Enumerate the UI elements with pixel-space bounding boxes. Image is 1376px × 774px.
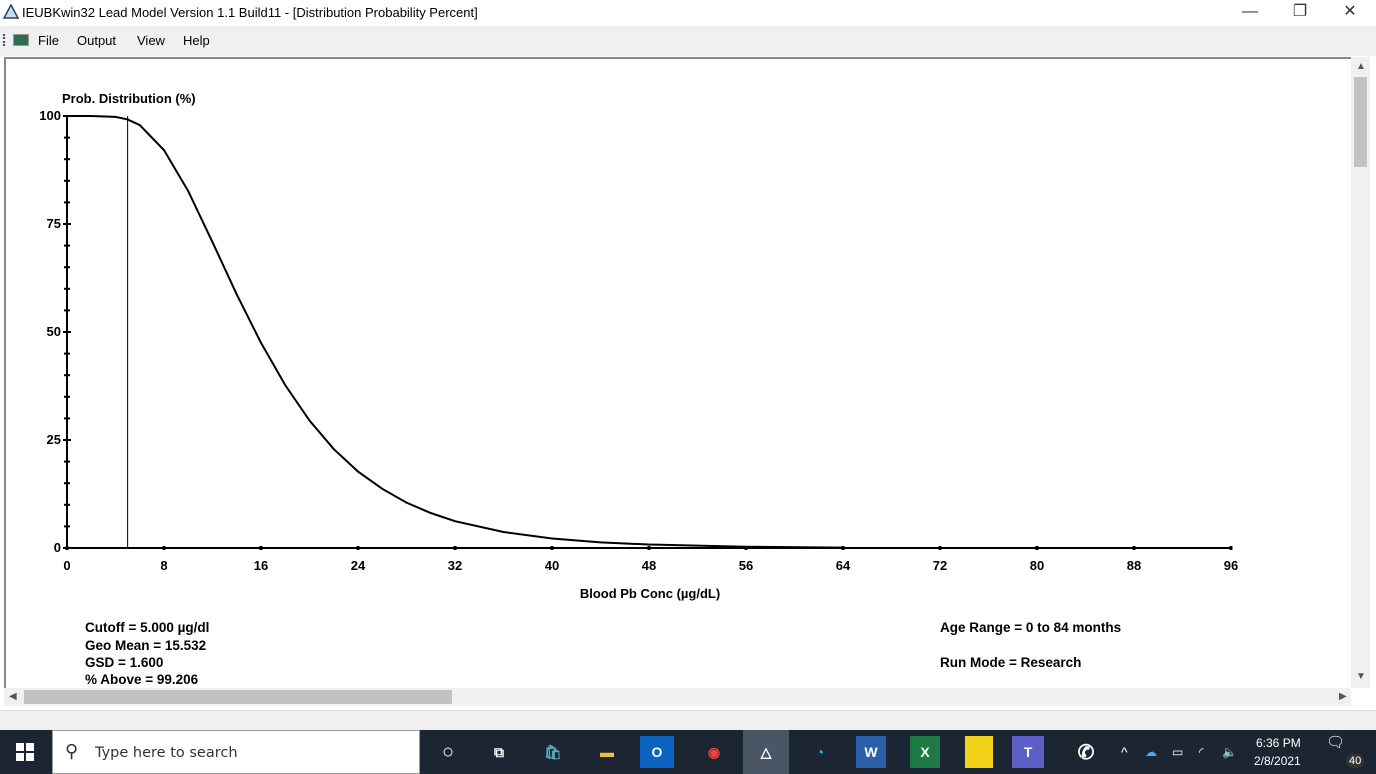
search-icon: ⚲ (65, 741, 79, 761)
menu-file[interactable]: File (38, 33, 59, 48)
menu-bar: File Output View Help (0, 26, 1376, 56)
grip-icon (3, 34, 6, 46)
horizontal-scroll-thumb[interactable] (24, 690, 452, 704)
scroll-up-icon[interactable]: ▲ (1356, 61, 1366, 72)
minimize-button[interactable]: — (1242, 3, 1258, 20)
y-axis-label: Prob. Distribution (%) (62, 91, 196, 106)
horizontal-scrollbar[interactable]: ◀ ▶ (4, 688, 1351, 706)
chrome-icon[interactable]: ◉ (707, 743, 721, 760)
app-icon (3, 4, 19, 19)
clock-time[interactable]: 6:36 PM (1256, 736, 1301, 750)
taskbar: ⚲ Type here to search ○ ⧉ 🛍 ▬ O ◉ △ ◔ W … (0, 730, 1376, 774)
gsd-text: GSD = 1.600 (85, 655, 164, 670)
x-tick-label: 16 (254, 558, 268, 573)
menu-output[interactable]: Output (77, 33, 117, 48)
cutoff-text: Cutoff = 5.000 µg/dl (85, 620, 210, 635)
chart-pane (4, 57, 1351, 688)
onedrive-error-icon[interactable]: ☁ (1145, 745, 1157, 759)
vertical-scroll-thumb[interactable] (1354, 77, 1367, 167)
edge-icon[interactable]: ◔ (815, 744, 825, 760)
x-axis-label: Blood Pb Conc (µg/dL) (580, 586, 720, 601)
run-mode-text: Run Mode = Research (940, 655, 1082, 670)
menu-help[interactable]: Help (183, 33, 210, 48)
x-tick-label: 64 (836, 558, 851, 573)
percent-above-text: % Above = 99.206 (85, 672, 199, 687)
window-title: IEUBKwin32 Lead Model Version 1.1 Build1… (22, 5, 478, 20)
document-icon[interactable] (13, 34, 29, 46)
sticky-notes-icon[interactable] (965, 736, 993, 768)
scroll-down-icon[interactable]: ▼ (1356, 671, 1366, 682)
cortana-icon[interactable]: ○ (441, 740, 455, 763)
x-tick-label: 8 (160, 558, 167, 573)
status-bar (0, 710, 1376, 730)
x-tick-label: 56 (739, 558, 753, 573)
wifi-icon[interactable]: ◜ (1199, 745, 1204, 759)
x-tick-label: 32 (448, 558, 462, 573)
search-placeholder: Type here to search (95, 745, 238, 761)
volume-icon[interactable]: 🔈 (1222, 745, 1237, 759)
scroll-right-icon[interactable]: ▶ (1339, 691, 1347, 702)
x-tick-label: 72 (933, 558, 947, 573)
excel-icon[interactable]: X (910, 736, 940, 768)
notification-count: 40 (1346, 754, 1365, 768)
task-view-icon[interactable]: ⧉ (494, 743, 504, 760)
notifications-icon[interactable]: 🗨 (1326, 734, 1346, 751)
probability-chart: Prob. Distribution (%) Blood Pb Conc (µg… (39, 91, 1238, 601)
vertical-scrollbar[interactable]: ▲ ▼ (1351, 57, 1370, 688)
x-tick-label: 48 (642, 558, 656, 573)
close-button[interactable]: ✕ (1343, 3, 1357, 20)
x-tick-label: 0 (63, 558, 70, 573)
x-tick-label: 24 (351, 558, 366, 573)
geo-mean-text: Geo Mean = 15.532 (85, 638, 207, 653)
word-icon[interactable]: W (856, 736, 886, 768)
x-tick-label: 80 (1030, 558, 1044, 573)
y-tick-label: 75 (47, 216, 61, 231)
show-hidden-icons-chevron-icon[interactable]: ^ (1121, 744, 1128, 760)
ieubk-taskbar-icon[interactable]: △ (743, 730, 789, 774)
distribution-curve (67, 115, 844, 549)
clock-date[interactable]: 2/8/2021 (1254, 754, 1301, 768)
y-tick-label: 50 (47, 324, 61, 339)
title-bar: IEUBKwin32 Lead Model Version 1.1 Build1… (0, 0, 1376, 26)
y-tick-label: 100 (39, 108, 61, 123)
teams-icon[interactable]: T (1012, 736, 1044, 768)
x-tick-label: 88 (1127, 558, 1141, 573)
y-tick-label: 0 (54, 540, 61, 555)
windows-start-icon[interactable] (16, 743, 34, 761)
scroll-left-icon[interactable]: ◀ (9, 691, 17, 702)
age-range-text: Age Range = 0 to 84 months (940, 620, 1122, 635)
x-tick-label: 96 (1224, 558, 1238, 573)
store-icon[interactable]: 🛍 (544, 743, 562, 760)
whatsapp-icon[interactable]: ✆ (1077, 741, 1095, 764)
restore-button[interactable]: ❐ (1292, 3, 1308, 20)
menu-view[interactable]: View (137, 33, 165, 48)
x-tick-label: 40 (545, 558, 559, 573)
battery-icon[interactable]: ▭ (1172, 745, 1184, 759)
taskbar-search[interactable]: ⚲ Type here to search (52, 730, 420, 774)
outlook-icon[interactable]: O (640, 736, 674, 768)
y-tick-label: 25 (47, 432, 61, 447)
file-explorer-icon[interactable]: ▬ (600, 744, 614, 760)
